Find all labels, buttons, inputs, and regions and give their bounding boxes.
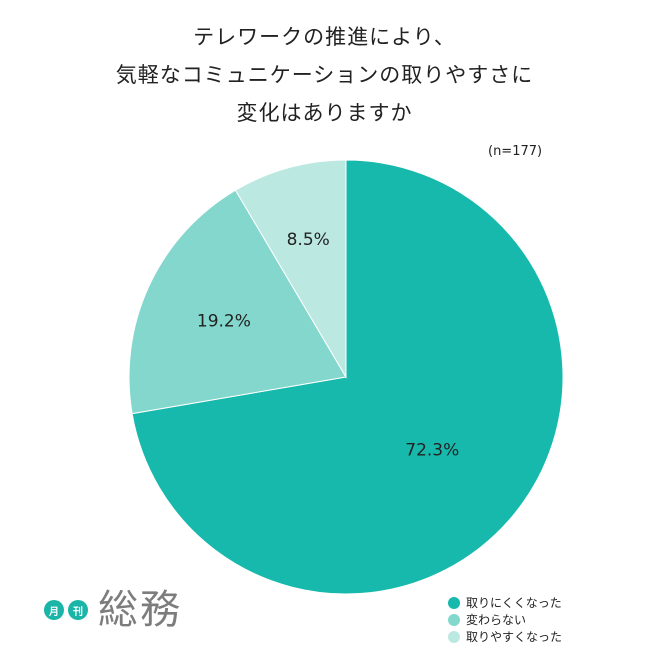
pie-label-unchanged: 19.2% (197, 311, 251, 331)
legend-label-harder: 取りにくくなった (466, 596, 562, 610)
pie-slice-easier (234, 159, 347, 379)
legend-item-unchanged: 変わらない (448, 611, 562, 628)
pie-label-easier: 8.5% (287, 230, 330, 250)
chart-title: テレワークの推進により、 気軽なコミュニケーションの取りやすさに 変化はあります… (0, 18, 649, 132)
chart-title-line-2: 気軽なコミュニケーションの取りやすさに (115, 63, 534, 87)
chart-legend: 取りにくくなった 変わらない 取りやすくなった (448, 594, 562, 645)
legend-swatch-easier (448, 630, 460, 643)
logo-text: 総務 (98, 587, 182, 633)
pie-slice-harder (131, 159, 564, 595)
chart-title-line-3: 変化はありますか (236, 101, 413, 125)
pie-slice-unchanged (128, 189, 347, 415)
sample-size-note: (n=177) (488, 144, 543, 159)
pie-label-harder: 72.3% (405, 441, 459, 461)
legend-item-harder: 取りにくくなった (448, 594, 562, 611)
chart-title-line-1: テレワークの推進により、 (193, 25, 456, 49)
legend-label-easier: 取りやすくなった (466, 630, 563, 644)
gekkan-somu-logo: 月 刊 総務 (44, 588, 182, 632)
legend-swatch-unchanged (448, 613, 460, 626)
legend-swatch-harder (448, 596, 460, 609)
logo-badge-kan: 刊 (68, 600, 88, 620)
legend-label-unchanged: 変わらない (466, 613, 527, 627)
logo-badge-tsuki: 月 (44, 600, 64, 620)
legend-item-easier: 取りやすくなった (448, 628, 562, 645)
